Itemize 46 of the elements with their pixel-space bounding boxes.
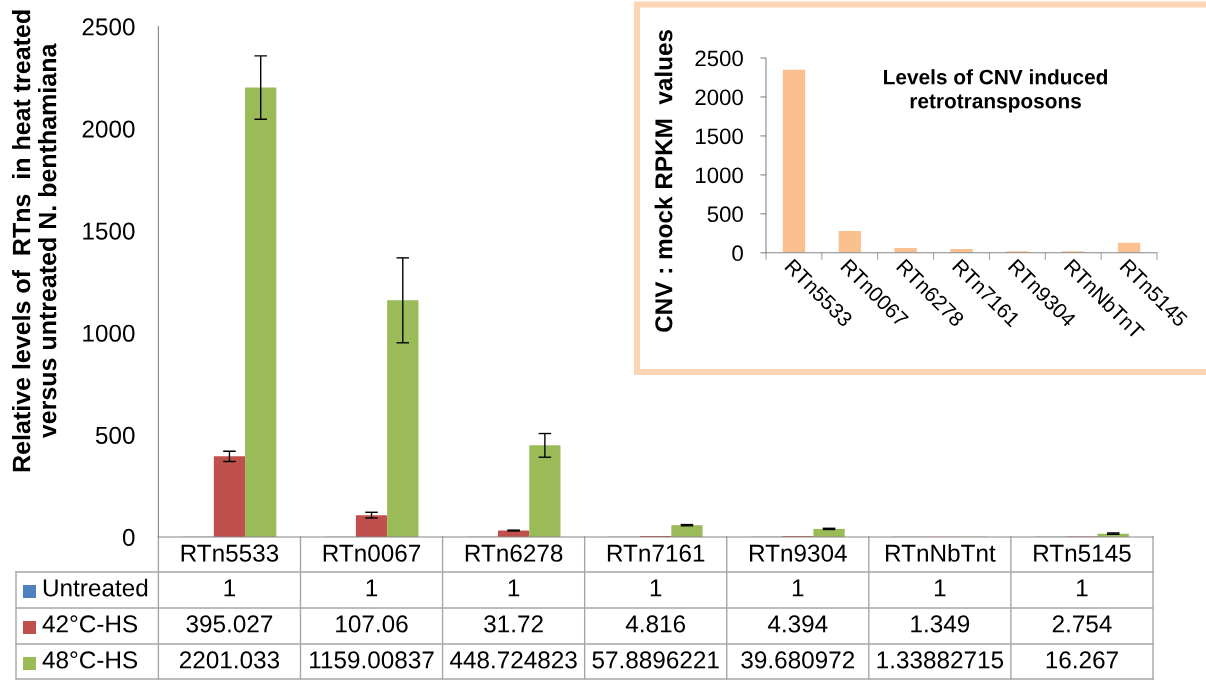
x-tick-label: RTn6278 xyxy=(465,544,563,562)
legend-label: 42°C-HS xyxy=(42,615,138,633)
data-label: 1159.00837 xyxy=(310,651,434,669)
y-tick-label: 1000 xyxy=(696,167,743,184)
x-tick-label: RTn5145 xyxy=(1034,544,1131,562)
y-tick-label: 500 xyxy=(95,426,135,444)
y-axis-title: CNV : mock RPKM values xyxy=(654,29,673,332)
y-tick-label: 2500 xyxy=(695,50,743,67)
data-label: 1 xyxy=(224,579,236,597)
y-tick-label: 2000 xyxy=(695,89,743,106)
y-tick-label: 1500 xyxy=(696,128,743,145)
y-tick-label: 2500 xyxy=(82,18,135,36)
y-tick-label: 0 xyxy=(122,528,135,547)
y-axis-title: Relative levels of RTns in heat treated versus untreated N. benthamiana xyxy=(12,10,57,472)
data-label: 1 xyxy=(934,579,946,597)
data-label: 4.394 xyxy=(767,615,828,633)
data-label: 395.027 xyxy=(186,615,273,633)
data-label: 1 xyxy=(508,579,520,597)
x-tick-label: RTn9304 xyxy=(750,544,847,562)
x-tick-label: RTn5533 xyxy=(181,544,279,562)
data-label: 1 xyxy=(792,579,804,597)
data-label: 4.816 xyxy=(625,615,686,633)
text: Levels of CNV induced retrotransposons xyxy=(884,69,1108,113)
data-label: 107.06 xyxy=(336,615,408,633)
data-label: 1.349 xyxy=(911,615,970,633)
data-label: 16.267 xyxy=(1046,651,1118,669)
y-tick-label: 2000 xyxy=(82,120,135,138)
data-label: 1 xyxy=(366,579,378,597)
data-label: 57.8896221 xyxy=(592,651,719,669)
y-tick-label: 500 xyxy=(707,206,743,223)
x-tick-label: RTn0067 xyxy=(323,544,421,562)
data-label: 31.72 xyxy=(484,615,543,633)
x-tick-label: RTnNbTnt xyxy=(886,543,996,562)
data-label: 1.33882715 xyxy=(877,651,1004,669)
data-label: 448.724823 xyxy=(449,651,577,669)
data-label: 2201.033 xyxy=(179,651,280,669)
data-label: 39.680972 xyxy=(741,651,855,669)
x-tick-label: RTn7161 xyxy=(607,544,705,562)
y-tick-label: 0 xyxy=(732,245,743,262)
legend-label: Untreated xyxy=(43,578,148,597)
data-label: 2.754 xyxy=(1052,615,1112,633)
y-tick-label: 1000 xyxy=(83,324,135,342)
legend-label: 48°C-HS xyxy=(42,651,138,669)
data-label: 1 xyxy=(1077,579,1088,597)
data-label: 1 xyxy=(650,579,662,597)
y-tick-label: 1500 xyxy=(83,222,135,240)
